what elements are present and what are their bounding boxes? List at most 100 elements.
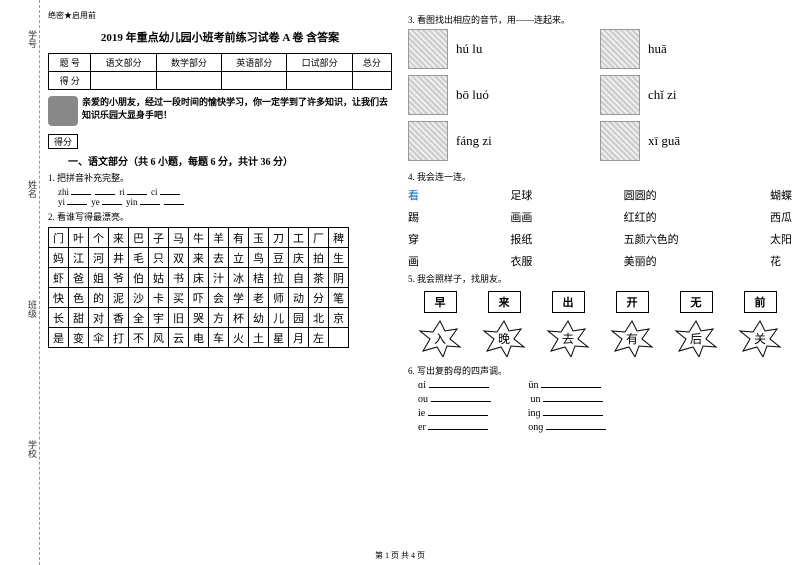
table-row: 题 号 语文部分 数学部分 英语部分 口试部分 总分 (49, 54, 392, 72)
td[interactable] (156, 72, 221, 90)
char-cell: 巴 (129, 228, 149, 248)
blank[interactable] (543, 415, 603, 416)
score-table: 题 号 语文部分 数学部分 英语部分 口试部分 总分 得 分 (48, 53, 392, 90)
blank[interactable] (67, 204, 87, 205)
char-cell: 卡 (149, 288, 169, 308)
banner-char: 出 (552, 291, 585, 313)
th: 口试部分 (287, 54, 352, 72)
blank[interactable] (428, 415, 488, 416)
char-cell: 去 (209, 248, 229, 268)
blank[interactable] (543, 401, 603, 402)
blank[interactable] (95, 194, 115, 195)
char-cell: 全 (129, 308, 149, 328)
pinyin-label: huā (648, 41, 667, 57)
char-cell (329, 328, 349, 348)
char-grid: 门叶个来巴子马牛羊有玉刀工厂稗妈江河井毛只双来去立鸟豆庆拍生虾爸姐爷伯姑书床汁冰… (48, 227, 349, 348)
table-row: 快色的泥沙卡买吓会学老师动分笔 (49, 288, 349, 308)
char-cell: 宇 (149, 308, 169, 328)
blank[interactable] (102, 204, 122, 205)
char-cell: 是 (49, 328, 69, 348)
blank[interactable] (431, 401, 491, 402)
tone-row: ie inɡ (418, 408, 792, 419)
char-cell: 的 (89, 288, 109, 308)
match-word: 穿 (408, 231, 419, 247)
svg-text:有: 有 (626, 332, 638, 346)
char-cell: 风 (149, 328, 169, 348)
tone: ün (529, 380, 602, 391)
blank[interactable] (429, 387, 489, 388)
char-cell: 会 (209, 288, 229, 308)
blank[interactable] (140, 204, 160, 205)
tone: inɡ (528, 408, 603, 419)
pic-item: bō luó (408, 75, 600, 115)
char-cell: 有 (229, 228, 249, 248)
char-cell: 方 (209, 308, 229, 328)
char-cell: 桔 (249, 268, 269, 288)
binding-margin: 学号 姓名 班级 学校 (0, 0, 40, 565)
char-cell: 姐 (89, 268, 109, 288)
picture-match: hú luhuābō luóchǐ zifáng zixī guā (408, 29, 792, 167)
char-cell: 北 (309, 308, 329, 328)
match-word: 看 (408, 187, 419, 203)
blank[interactable] (164, 204, 184, 205)
right-column: 3. 看图找出相应的音节，用——连起来。 hú luhuābō luóchǐ z… (400, 0, 800, 565)
char-cell: 汁 (209, 268, 229, 288)
exam-title: 2019 年重点幼儿园小班考前练习试卷 A 卷 含答案 (48, 29, 392, 45)
match-word: 画画 (510, 209, 532, 225)
tone: er (418, 422, 488, 433)
char-cell: 分 (309, 288, 329, 308)
char-cell: 江 (69, 248, 89, 268)
blank[interactable] (541, 387, 601, 388)
char-cell: 自 (289, 268, 309, 288)
char-cell: 工 (289, 228, 309, 248)
blank[interactable] (71, 194, 91, 195)
blank[interactable] (428, 429, 488, 430)
char-cell: 色 (69, 288, 89, 308)
star-char: 有 (607, 319, 657, 360)
pinyin: yi (58, 197, 65, 207)
intro-text: 亲爱的小朋友，经过一段时间的愉快学习，你一定学到了许多知识，让我们去知识乐园大显… (82, 96, 392, 121)
match-word: 足球 (510, 187, 532, 203)
col-b: 足球画画报纸衣服 (510, 187, 532, 269)
char-cell: 叶 (69, 228, 89, 248)
picture-icon (408, 75, 448, 115)
col-c: 圆圆的红红的五颜六色的美丽的 (624, 187, 679, 269)
pinyin-row: zhi ri ci (58, 187, 392, 197)
binding-label: 学号 (26, 30, 39, 48)
td[interactable] (352, 72, 391, 90)
pinyin: zhi (58, 187, 69, 197)
char-cell: 月 (289, 328, 309, 348)
char-cell: 车 (209, 328, 229, 348)
char-cell: 床 (189, 268, 209, 288)
char-cell: 电 (189, 328, 209, 348)
char-cell: 哭 (189, 308, 209, 328)
char-cell: 拉 (269, 268, 289, 288)
svg-text:关: 关 (754, 332, 766, 346)
binding-label: 班级 (26, 300, 39, 318)
blank[interactable] (160, 194, 180, 195)
banner-char: 无 (680, 291, 713, 313)
char-cell: 鸟 (249, 248, 269, 268)
th: 英语部分 (222, 54, 287, 72)
char-cell: 火 (229, 328, 249, 348)
char-cell: 拍 (309, 248, 329, 268)
blank[interactable] (127, 194, 147, 195)
blank[interactable] (546, 429, 606, 430)
char-cell: 对 (89, 308, 109, 328)
match-word: 美丽的 (624, 253, 679, 269)
tone: un (531, 394, 604, 405)
char-cell: 河 (89, 248, 109, 268)
tone-row: ou un (418, 394, 792, 405)
match-word: 红红的 (624, 209, 679, 225)
td: 得 分 (49, 72, 91, 90)
char-cell: 学 (229, 288, 249, 308)
star-char: 入 (415, 319, 465, 360)
td[interactable] (91, 72, 156, 90)
char-cell: 儿 (269, 308, 289, 328)
td[interactable] (287, 72, 352, 90)
td[interactable] (222, 72, 287, 90)
char-cell: 老 (249, 288, 269, 308)
tone: ou (418, 394, 491, 405)
banner-row: 早来出开无前 (408, 291, 792, 313)
char-cell: 生 (329, 248, 349, 268)
